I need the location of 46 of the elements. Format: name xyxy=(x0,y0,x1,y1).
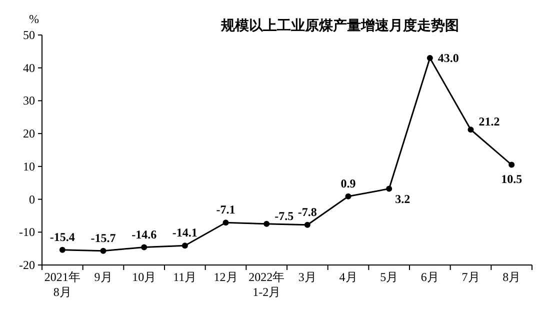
point xyxy=(304,222,310,228)
x-tick-label: 3月 xyxy=(298,270,316,284)
x-tick-label: 8月 xyxy=(502,270,521,284)
y-tick-label: 40 xyxy=(23,60,35,75)
y-tick-label: 10 xyxy=(23,159,35,174)
data-label: -14.1 xyxy=(172,226,198,240)
data-label: -7.8 xyxy=(298,204,317,219)
y-tick-label: 30 xyxy=(23,94,35,108)
x-tick-label: 2022年 1-2月 xyxy=(248,270,285,299)
x-tick-label: 2021年 8月 xyxy=(44,270,80,299)
point xyxy=(426,55,433,61)
chart-title: 规模以上工业原煤产量增速月度走势图 xyxy=(220,17,459,34)
x-tick-label: 11月 xyxy=(173,270,197,284)
data-label: -7.5 xyxy=(274,208,294,223)
x-tick-label: 5月 xyxy=(380,270,398,284)
point xyxy=(141,244,148,250)
x-tick-label: 10月 xyxy=(132,270,156,284)
x-tick-label: 6月 xyxy=(420,270,439,284)
data-label: 43.0 xyxy=(438,51,459,65)
data-label: 0.9 xyxy=(340,176,356,190)
point xyxy=(59,246,66,253)
point xyxy=(264,220,270,227)
y-tick-label: 50 xyxy=(23,28,35,42)
point xyxy=(508,162,515,168)
data-label: -15.4 xyxy=(50,230,75,244)
data-label: -14.6 xyxy=(132,227,157,242)
y-tick-label: 0 xyxy=(29,192,35,206)
x-tick-label: 12月 xyxy=(214,270,238,284)
point xyxy=(468,126,474,133)
point xyxy=(345,193,352,200)
data-label: 21.2 xyxy=(478,114,500,129)
point xyxy=(386,186,392,192)
point xyxy=(222,220,229,226)
x-tick-label: 4月 xyxy=(339,270,358,284)
x-tick-label: 7月 xyxy=(462,270,480,284)
data-label: 3.2 xyxy=(395,192,410,206)
point xyxy=(182,242,188,249)
y-tick-label: -10 xyxy=(19,225,35,240)
point xyxy=(100,248,106,254)
y-axis-title: % xyxy=(29,12,39,26)
y-tick-label: -20 xyxy=(19,258,35,272)
data-label: -15.7 xyxy=(90,230,116,245)
data-label: -7.1 xyxy=(216,202,236,217)
x-tick-label: 9月 xyxy=(94,270,112,284)
data-label: 10.5 xyxy=(501,172,522,186)
y-tick-label: 20 xyxy=(23,126,35,141)
